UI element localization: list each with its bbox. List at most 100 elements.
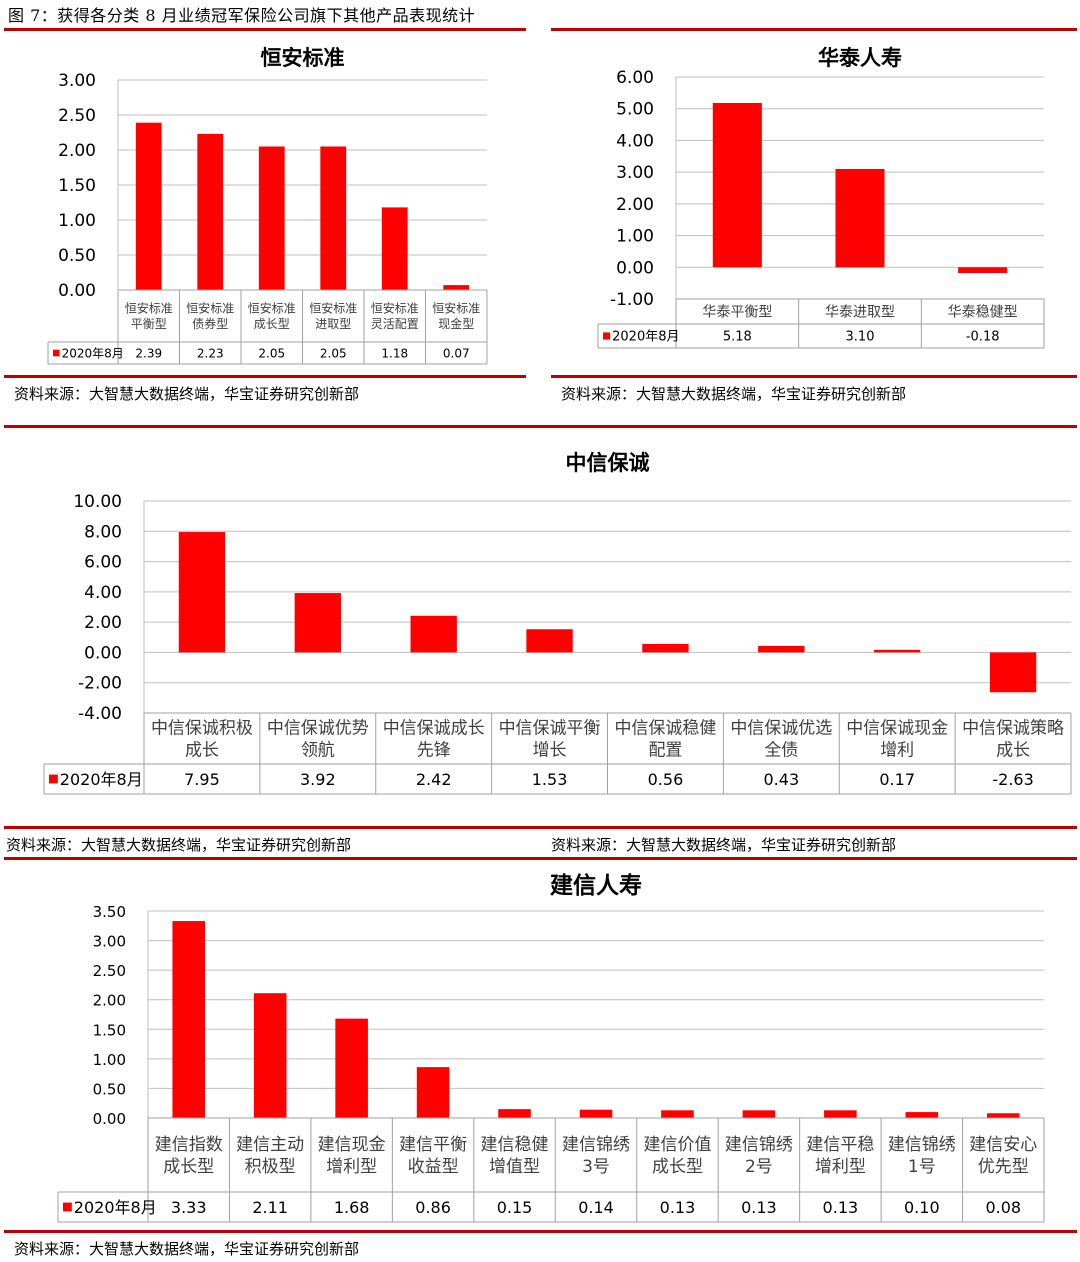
category-label: 建信锦绣 3号	[562, 1135, 630, 1177]
y-tick-label: 0.00	[58, 281, 96, 301]
value-label: 0.43	[764, 770, 800, 789]
value-label: -2.63	[992, 770, 1033, 789]
legend-label: 2020年8月	[74, 1198, 157, 1217]
source-note: 资料来源：大智慧大数据终端，华宝证券研究创新部	[6, 836, 352, 854]
value-label: 0.56	[648, 770, 684, 789]
y-tick-label: 1.00	[616, 227, 654, 247]
bar	[197, 133, 224, 290]
category-label: 恒安标准灵活配置	[371, 300, 419, 331]
y-tick-label: 0.00	[84, 643, 122, 663]
bar	[661, 1110, 694, 1118]
bar	[824, 1110, 857, 1118]
figure-title: 图 7：获得各分类 8 月业绩冠军保险公司旗下其他产品表现统计	[8, 6, 476, 25]
bar	[835, 168, 885, 268]
rule-mid	[4, 425, 1077, 428]
y-tick-label: 4.00	[616, 131, 654, 151]
category-label: 恒安标准进取型	[309, 300, 357, 331]
category-label: 华泰进取型	[825, 304, 895, 320]
y-tick-label: 10.00	[73, 492, 122, 512]
category-label: 华泰平衡型	[702, 304, 772, 320]
y-tick-label: 3.50	[93, 903, 126, 921]
value-label: 2.05	[258, 346, 285, 360]
legend-swatch	[63, 1202, 72, 1212]
bar	[642, 643, 689, 653]
bar	[410, 615, 457, 653]
rule-src1-right	[551, 375, 1077, 378]
bar	[958, 267, 1008, 273]
bar	[712, 103, 762, 268]
bar	[253, 993, 287, 1118]
chart-title: 中信保诚	[566, 451, 650, 475]
y-tick-label: 2.50	[93, 962, 126, 980]
y-tick-label: 2.50	[58, 106, 96, 126]
rule-src2	[4, 826, 1077, 829]
rule-src1-left	[4, 375, 526, 378]
value-label: 2.42	[416, 770, 452, 789]
chart-title: 建信人寿	[550, 872, 642, 899]
category-label: 中信保诚优势领航	[267, 718, 369, 760]
y-tick-label: 0.00	[93, 1110, 126, 1128]
bar	[381, 207, 408, 290]
value-label: 3.92	[300, 770, 336, 789]
y-tick-label: 1.50	[93, 1021, 126, 1039]
category-label: 建信价值成长型	[643, 1135, 711, 1177]
bar	[526, 629, 573, 653]
category-label: 建信锦绣 1号	[888, 1135, 956, 1177]
rule-src2-bottom	[4, 857, 1077, 860]
y-tick-label: 6.00	[84, 553, 122, 573]
bar	[579, 1109, 613, 1118]
category-label: 中信保诚稳健配置	[614, 718, 716, 760]
value-label: 1.68	[334, 1198, 370, 1217]
rule-top-left	[4, 28, 526, 31]
value-label: -0.18	[966, 330, 1000, 345]
bar	[258, 146, 285, 290]
category-label: 建信现金增利型	[318, 1135, 386, 1177]
source-note: 资料来源：大智慧大数据终端，华宝证券研究创新部	[14, 385, 360, 403]
value-label: 0.10	[904, 1198, 940, 1217]
bar	[758, 645, 805, 653]
category-label: 建信安心优先型	[969, 1135, 1037, 1177]
legend-swatch	[603, 332, 611, 340]
y-tick-label: 1.00	[58, 211, 96, 231]
value-label: 0.86	[415, 1198, 451, 1217]
category-label: 中信保诚平衡增长	[499, 718, 601, 760]
y-tick-label: -2.00	[78, 674, 122, 694]
value-label: 2.11	[252, 1198, 288, 1217]
y-tick-label: 3.00	[93, 933, 126, 951]
chart-title: 恒安标准	[261, 46, 345, 70]
value-label: 0.13	[741, 1198, 777, 1217]
bar	[335, 1018, 368, 1118]
value-label: 1.18	[381, 346, 408, 360]
category-label: 恒安标准平衡型	[125, 300, 173, 331]
value-label: 2.23	[197, 346, 224, 360]
y-tick-label: 1.50	[58, 176, 96, 196]
category-label: 恒安标准成长型	[248, 300, 296, 331]
value-label: 3.10	[846, 330, 875, 345]
chart-title: 华泰人寿	[818, 46, 902, 70]
bar	[416, 1067, 450, 1118]
legend-swatch	[53, 349, 60, 357]
category-label: 华泰稳健型	[948, 304, 1018, 320]
y-tick-label: 4.00	[84, 583, 122, 603]
y-tick-label: 3.00	[58, 71, 96, 91]
bar	[742, 1110, 776, 1118]
category-label: 建信锦绣 2号	[725, 1135, 793, 1177]
source-note: 资料来源：大智慧大数据终端，华宝证券研究创新部	[561, 385, 907, 403]
bar	[443, 285, 470, 290]
bar	[135, 122, 162, 290]
bar	[989, 652, 1037, 693]
legend-swatch	[49, 774, 58, 784]
source-note: 资料来源：大智慧大数据终端，华宝证券研究创新部	[14, 1240, 360, 1258]
category-label: 建信平衡收益型	[399, 1135, 467, 1177]
y-tick-label: 2.00	[84, 613, 122, 633]
category-label: 中信保诚优选全债	[730, 718, 832, 760]
category-label: 建信稳健增值型	[481, 1135, 549, 1177]
category-label: 恒安标准债券型	[186, 300, 234, 331]
y-tick-label: 0.50	[58, 246, 96, 266]
value-label: 2.39	[135, 346, 162, 360]
bar	[320, 146, 347, 290]
